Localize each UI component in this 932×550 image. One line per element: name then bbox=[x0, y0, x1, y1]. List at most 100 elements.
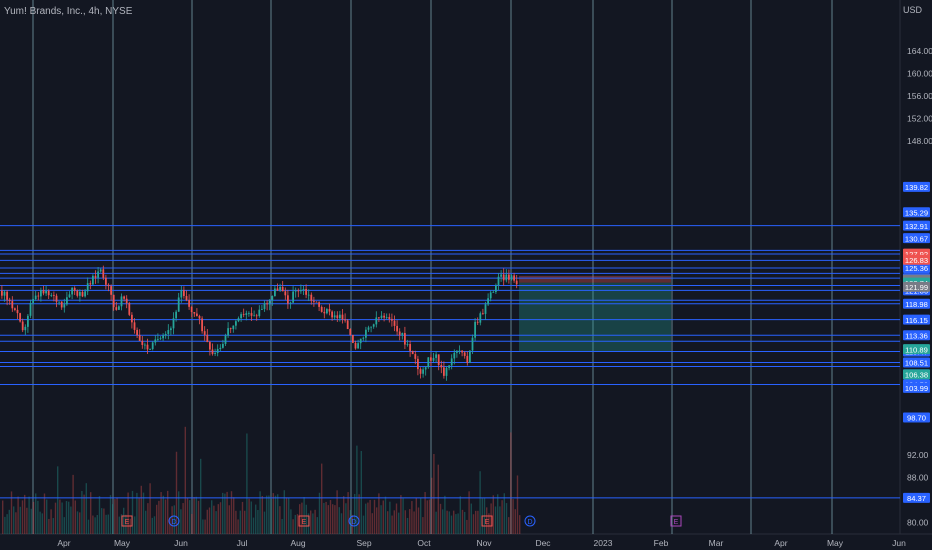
candle-body bbox=[302, 288, 305, 290]
volume-bar bbox=[486, 507, 488, 534]
candle-body bbox=[120, 296, 123, 307]
candle-body bbox=[417, 358, 419, 370]
candle-body bbox=[448, 365, 450, 368]
price-level-label: 84.37 bbox=[907, 494, 926, 503]
volume-bar bbox=[39, 511, 41, 534]
candle-body bbox=[203, 331, 206, 335]
price-tick-label: 160.00 bbox=[907, 69, 932, 79]
candle-body bbox=[437, 354, 440, 366]
volume-bar bbox=[142, 492, 145, 534]
candle-body bbox=[237, 318, 240, 322]
volume-bar bbox=[310, 510, 312, 534]
candle-body bbox=[76, 290, 79, 296]
volume-bar bbox=[367, 502, 369, 534]
volume-bar bbox=[83, 494, 85, 534]
candle-body bbox=[274, 288, 276, 297]
volume-bar bbox=[85, 483, 87, 534]
volume-bar bbox=[514, 509, 516, 534]
volume-bar bbox=[109, 495, 112, 534]
candle-body bbox=[40, 290, 42, 297]
candle-body bbox=[440, 365, 443, 368]
volume-bar bbox=[318, 492, 321, 534]
candle-body bbox=[328, 309, 331, 312]
volume-bar bbox=[503, 493, 505, 534]
volume-bar bbox=[54, 502, 57, 534]
volume-bar bbox=[351, 514, 354, 534]
candle-body bbox=[235, 321, 237, 326]
candle-body bbox=[424, 367, 427, 370]
volume-bar bbox=[224, 493, 226, 534]
candle-body bbox=[391, 318, 393, 321]
volume-bar bbox=[239, 510, 241, 534]
volume-bar bbox=[213, 505, 215, 534]
volume-bar bbox=[439, 503, 442, 534]
volume-bar bbox=[138, 497, 140, 534]
volume-bar bbox=[255, 504, 257, 534]
volume-bar bbox=[444, 495, 446, 534]
volume-bar bbox=[167, 490, 169, 534]
price-level-label-bg bbox=[903, 181, 930, 192]
earnings-marker bbox=[481, 515, 493, 527]
price-level-label: 103.99 bbox=[905, 384, 928, 393]
candle-body bbox=[138, 335, 141, 341]
candle-body bbox=[409, 344, 411, 351]
volume-bar bbox=[87, 519, 90, 534]
candle-body bbox=[133, 322, 136, 330]
candle-body bbox=[380, 315, 383, 318]
candle-body bbox=[55, 295, 58, 302]
candle-body bbox=[318, 302, 320, 307]
volume-bar bbox=[426, 500, 428, 534]
volume-bar bbox=[334, 505, 336, 534]
volume-bar bbox=[413, 511, 415, 534]
candle-body bbox=[500, 274, 502, 277]
volume-bar bbox=[191, 513, 193, 534]
candle-body bbox=[47, 290, 50, 296]
candle-body bbox=[307, 294, 310, 296]
candle-body bbox=[333, 315, 336, 318]
price-marker-label-bg bbox=[903, 344, 930, 355]
candle-body bbox=[219, 347, 222, 349]
time-axis-label: Jun bbox=[892, 538, 906, 548]
volume-bar bbox=[160, 492, 162, 534]
candle-body bbox=[349, 329, 352, 336]
volume-bar bbox=[189, 500, 191, 534]
volume-bar bbox=[57, 466, 59, 534]
event-label: E bbox=[485, 519, 490, 526]
candle-body bbox=[170, 328, 172, 331]
volume-bar bbox=[395, 503, 398, 534]
candle-body bbox=[370, 326, 372, 328]
candle-body bbox=[456, 350, 458, 353]
volume-bar bbox=[343, 496, 345, 534]
dividend-marker bbox=[168, 515, 180, 527]
price-tick-label: 164.00 bbox=[907, 46, 932, 56]
volume-bar bbox=[30, 508, 32, 534]
candle-body bbox=[430, 357, 432, 361]
volume-bar bbox=[123, 507, 125, 534]
volume-bar bbox=[446, 510, 448, 534]
volume-bar bbox=[149, 483, 151, 534]
volume-bar bbox=[365, 503, 367, 534]
candle-body bbox=[297, 290, 300, 292]
candle-body bbox=[34, 295, 37, 300]
volume-bar bbox=[175, 451, 178, 534]
candle-body bbox=[362, 337, 365, 339]
candle-body bbox=[63, 304, 66, 308]
time-axis-label: Sep bbox=[356, 538, 371, 548]
volume-bar bbox=[193, 496, 195, 534]
volume-bar bbox=[290, 509, 292, 534]
volume-bar bbox=[261, 495, 263, 534]
volume-bar bbox=[450, 515, 453, 534]
candle-body bbox=[21, 321, 24, 331]
volume-bar bbox=[136, 492, 138, 534]
volume-bar bbox=[46, 499, 48, 534]
candle-body bbox=[60, 301, 63, 308]
price-level-label: 98.70 bbox=[907, 414, 926, 423]
candle-body bbox=[214, 352, 216, 354]
volume-bar bbox=[257, 509, 259, 534]
volume-bar bbox=[431, 477, 433, 534]
volume-bar bbox=[92, 515, 94, 534]
volume-bar bbox=[466, 519, 468, 534]
volume-bar bbox=[164, 499, 167, 534]
candle-body bbox=[198, 315, 201, 319]
